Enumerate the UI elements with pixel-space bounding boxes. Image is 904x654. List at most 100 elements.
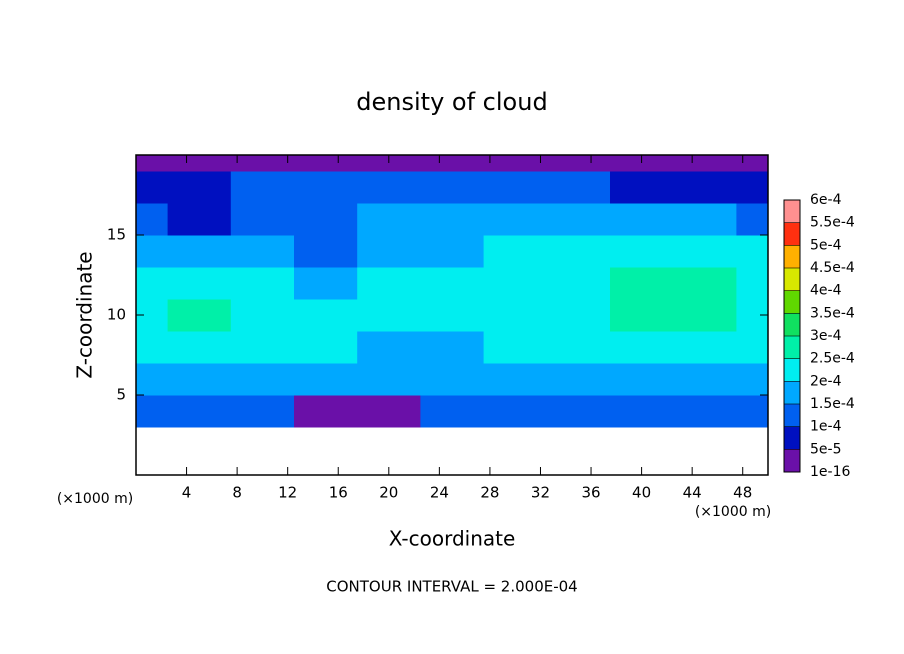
field-cell [420,171,485,204]
field-cell [420,299,485,332]
field-cell [546,203,611,236]
field-cell [230,299,295,332]
field-cell [230,395,295,428]
field-cell [357,363,421,396]
field-cell [294,395,358,428]
field-cell [420,235,485,268]
field-cell [483,171,548,204]
field-cell [546,395,611,428]
field-cell [673,235,737,268]
field-cell [610,235,674,268]
field-cell [357,267,421,300]
chart-title: density of cloud [356,88,547,116]
x-tick-label: 36 [581,484,600,502]
field-cell [167,203,232,236]
field-cell [736,203,768,236]
colorbar-segment [784,336,800,359]
field-cell [483,155,548,172]
field-cell [136,203,169,236]
field-cell [420,203,485,236]
colorbar-segment [784,222,800,246]
colorbar-segment [784,268,800,291]
field-cell [230,267,295,300]
field-cell [736,155,768,172]
field-cell [136,235,169,268]
field-cell [610,171,674,204]
x-tick-label: 4 [182,484,192,502]
colorbar-label: 6e-4 [810,192,842,208]
field-cell [167,331,232,364]
y-tick-label: 5 [116,386,126,404]
field-cell [230,363,295,396]
field-cell [673,299,737,332]
field-cell [736,235,768,268]
x-unit-label: (×1000 m) [695,504,771,520]
field-cell [357,235,421,268]
field-cell [420,155,485,172]
colorbar-segment [784,358,800,382]
colorbar-label: 1.5e-4 [810,396,855,412]
field-cell [294,363,358,396]
field-cell [483,395,548,428]
field-cell [673,363,737,396]
field-cell [483,299,548,332]
field-cell [136,331,169,364]
field-cell [673,171,737,204]
x-tick-label: 16 [329,484,348,502]
field-cell [294,235,358,268]
field-cell [610,299,674,332]
field-cell [546,331,611,364]
colorbar-label: 1e-16 [810,464,850,480]
field-cell [230,203,295,236]
field-cell [610,331,674,364]
x-tick-label: 48 [733,484,752,502]
field-cell [610,203,674,236]
colorbar-label: 4e-4 [810,283,842,299]
field-cell [357,299,421,332]
field-cell [673,203,737,236]
field-cell [546,235,611,268]
y-tick-label: 10 [107,306,126,324]
x-tick-label: 24 [430,484,449,502]
field-cell [610,395,674,428]
field-cell [357,155,421,172]
colorbar-segment [784,381,800,404]
field-cell [673,267,737,300]
colorbar-segment [784,426,800,450]
field-cell [294,331,358,364]
field-cell [610,155,674,172]
field-cell [420,331,485,364]
field-cell [420,395,485,428]
colorbar-label: 5.5e-4 [810,215,855,231]
field-cell [673,331,737,364]
field-cell [136,267,169,300]
x-tick-label: 28 [480,484,499,502]
field-cell [483,363,548,396]
field-cell [483,331,548,364]
field-cell [167,363,232,396]
field-cell [167,171,232,204]
field-cell [294,299,358,332]
x-tick-label: 12 [278,484,297,502]
field-cell [736,171,768,204]
field-cell [230,171,295,204]
colorbar-label: 3e-4 [810,328,842,344]
field-cell [483,235,548,268]
colorbar-label: 4.5e-4 [810,260,855,276]
field-cell [294,171,358,204]
field-cell [357,203,421,236]
y-axis-label: Z-coordinate [73,251,97,378]
field-cell [610,363,674,396]
field-cell [294,155,358,172]
field-cell [673,155,737,172]
annotation: CONTOUR INTERVAL = 2.000E-04 [326,578,577,596]
x-tick-label: 40 [632,484,651,502]
x-tick-label: 20 [379,484,398,502]
field-cell [136,171,169,204]
colorbar-label: 5e-4 [810,237,842,253]
field-cell [167,235,232,268]
field-cell [230,331,295,364]
field-cell [230,155,295,172]
colorbar-label: 3.5e-4 [810,305,855,321]
